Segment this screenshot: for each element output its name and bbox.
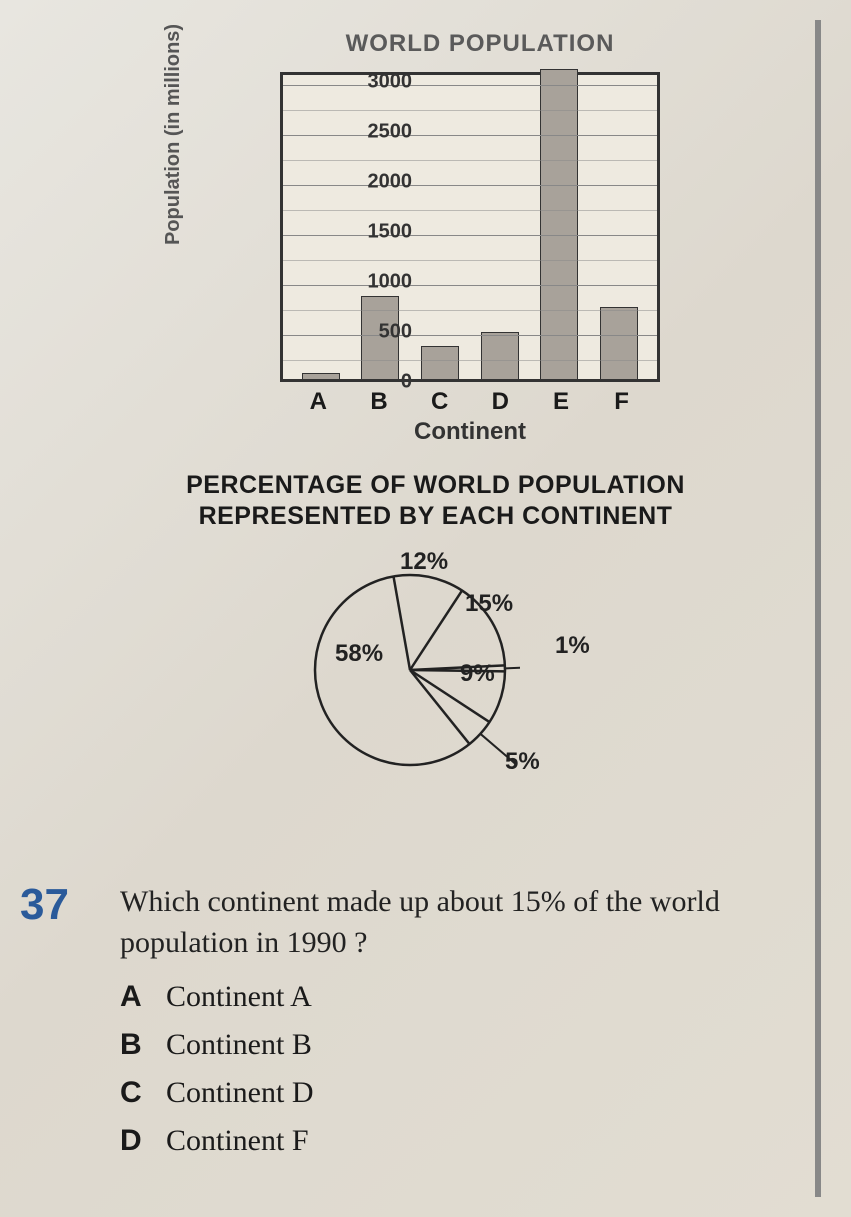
pie-label-12: 12%: [400, 548, 448, 576]
choice-letter: D: [120, 1124, 166, 1158]
pie-chart: 12% 15% 1% 9% 5% 58%: [280, 550, 630, 800]
choice-text: Continent B: [166, 1028, 312, 1062]
ytick-label: 2500: [368, 121, 413, 144]
ytick-label: 500: [379, 321, 412, 344]
page-container: WORLD POPULATION Population (in millions…: [30, 20, 821, 1197]
grid-line: [283, 185, 657, 186]
bar-chart-ylabel: Population (in millions): [162, 24, 185, 245]
grid-line: [283, 235, 657, 236]
question-text: Which continent made up about 15% of the…: [120, 882, 801, 963]
bar-A: [302, 373, 340, 379]
choice-text: Continent D: [166, 1076, 314, 1110]
pie-label-1: 1%: [555, 632, 590, 660]
bar-chart-xticks: ABCDEF: [280, 388, 660, 416]
bar-chart-xlabel: Continent: [280, 418, 660, 446]
grid-line-minor: [283, 360, 657, 361]
ytick-label: 1000: [368, 271, 413, 294]
grid-line: [283, 335, 657, 336]
bar-E: [540, 69, 578, 379]
grid-line-minor: [283, 310, 657, 311]
pie-chart-heading: PERCENTAGE OF WORLD POPULATION REPRESENT…: [110, 470, 761, 533]
bar-D: [481, 332, 519, 379]
grid-line: [283, 85, 657, 86]
xtick-label: D: [481, 388, 519, 416]
bar-chart-plot: [280, 72, 660, 382]
bar-C: [421, 346, 459, 379]
xtick-label: E: [542, 388, 580, 416]
question-number: 37: [20, 880, 69, 930]
choice-text: Continent F: [166, 1124, 309, 1158]
answer-choices: AContinent ABContinent BCContinent DDCon…: [120, 980, 314, 1172]
xtick-label: C: [421, 388, 459, 416]
xtick-label: B: [360, 388, 398, 416]
ytick-label: 2000: [368, 171, 413, 194]
pie-label-15: 15%: [465, 590, 513, 618]
grid-line-minor: [283, 160, 657, 161]
ytick-label: 3000: [368, 71, 413, 94]
grid-line-minor: [283, 110, 657, 111]
choice-letter: C: [120, 1076, 166, 1110]
grid-line-minor: [283, 210, 657, 211]
grid-line: [283, 135, 657, 136]
choice-letter: A: [120, 980, 166, 1014]
choice-letter: B: [120, 1028, 166, 1062]
choice-C[interactable]: CContinent D: [120, 1076, 314, 1110]
choice-text: Continent A: [166, 980, 312, 1014]
choice-A[interactable]: AContinent A: [120, 980, 314, 1014]
bar-chart-title: WORLD POPULATION: [260, 30, 700, 58]
grid-line: [283, 285, 657, 286]
xtick-label: A: [299, 388, 337, 416]
pie-label-9: 9%: [460, 660, 495, 688]
bar-group: [283, 75, 657, 379]
choice-D[interactable]: DContinent F: [120, 1124, 314, 1158]
bar-chart: WORLD POPULATION Population (in millions…: [180, 30, 700, 58]
page-edge: [815, 20, 821, 1197]
grid-line-minor: [283, 260, 657, 261]
bar-F: [600, 307, 638, 379]
ytick-label: 1500: [368, 221, 413, 244]
pie-label-58: 58%: [335, 640, 383, 668]
xtick-label: F: [603, 388, 641, 416]
pie-label-5: 5%: [505, 748, 540, 776]
choice-B[interactable]: BContinent B: [120, 1028, 314, 1062]
